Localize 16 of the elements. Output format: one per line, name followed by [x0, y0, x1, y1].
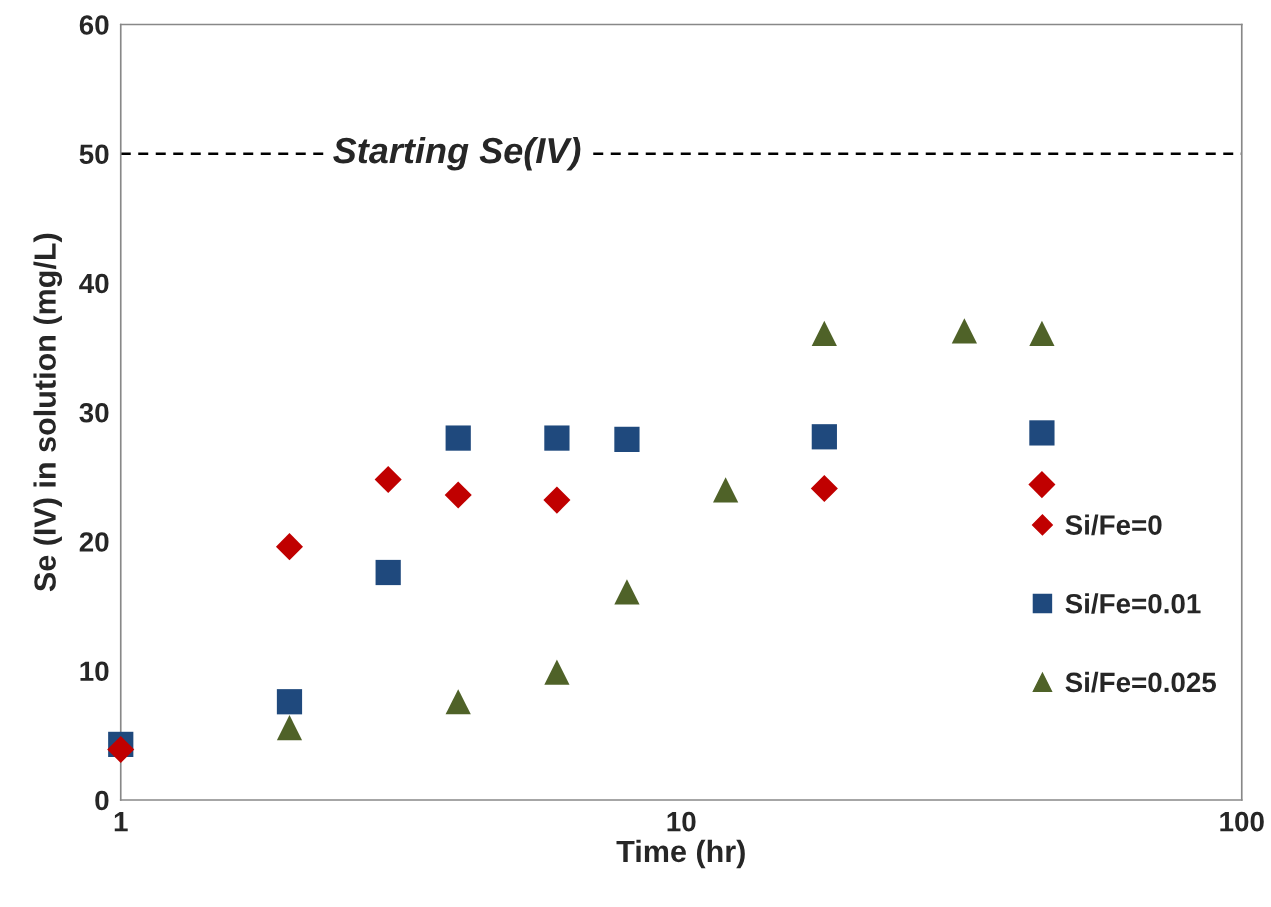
legend-label: Si/Fe=0: [1065, 514, 1162, 536]
y-tick-label: 20: [79, 532, 109, 552]
x-tick-label: 100: [1220, 811, 1264, 832]
x-tick-label: 10: [667, 811, 696, 832]
x-axis-title: Time (hr): [616, 839, 745, 869]
legend-label: Si/Fe=0.025: [1065, 671, 1216, 693]
legend-label: Si/Fe=0.01: [1065, 593, 1201, 614]
y-tick-label: 30: [79, 402, 109, 423]
y-tick-label: 0: [95, 790, 109, 811]
ref-line-label: Starting Se(IV): [333, 136, 581, 171]
y-axis-title: Se (IV) in solution (mg/L): [33, 233, 63, 592]
y-tick-label: 50: [79, 144, 109, 165]
y-tick-label: 60: [79, 15, 109, 35]
x-tick-label: 1: [114, 812, 128, 832]
y-tick-label: 10: [80, 661, 109, 682]
y-tick-label: 40: [79, 273, 109, 294]
